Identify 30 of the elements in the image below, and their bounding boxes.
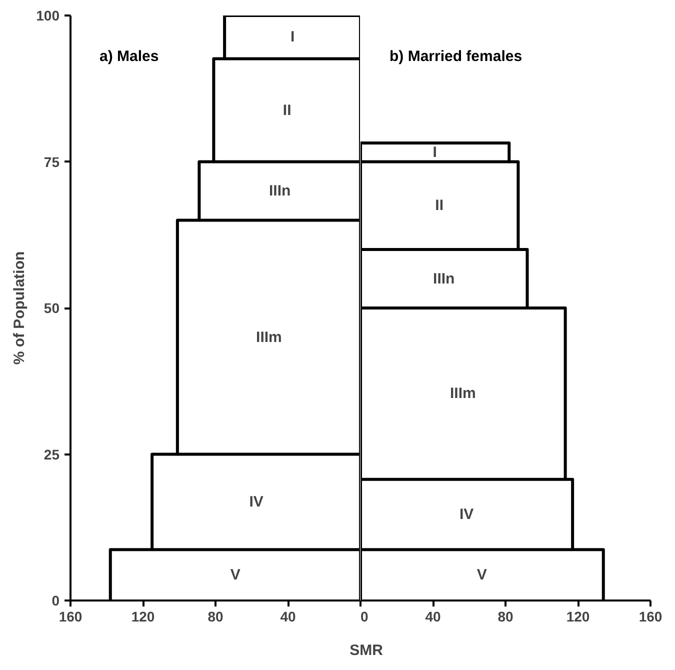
- annotation: V: [230, 566, 240, 584]
- annotation: I: [432, 144, 437, 161]
- annotation: IV: [459, 506, 474, 524]
- annotation: II: [282, 102, 292, 119]
- annotation: IV: [249, 493, 264, 510]
- x-tick-label: 80: [498, 608, 514, 624]
- x-tick-label: 40: [280, 608, 296, 624]
- x-tick-label: 80: [208, 608, 224, 624]
- y-tick-label: 25: [44, 446, 60, 462]
- annotation: I: [290, 28, 295, 46]
- x-tick-label: 40: [425, 608, 441, 624]
- y-tick-label: 75: [44, 154, 60, 170]
- annotation: IIIm: [450, 385, 476, 402]
- y-axis-title: % of Population: [11, 251, 28, 365]
- annotation: IIIm: [256, 328, 282, 346]
- x-tick-label: 160: [638, 608, 662, 624]
- x-tick-label: 120: [131, 608, 155, 624]
- text: a) Males: [100, 48, 159, 65]
- annotation: IIIn: [433, 270, 455, 288]
- annotation: II: [435, 197, 444, 214]
- annotation: IIIn: [269, 182, 291, 200]
- y-tick-label: 0: [52, 592, 60, 608]
- annotation: V: [476, 566, 487, 584]
- text: b) Married females: [390, 48, 522, 65]
- x-axis-title: SMR: [350, 641, 383, 661]
- y-tick-label: 50: [44, 300, 60, 316]
- y-tick-label: 100: [36, 8, 60, 24]
- x-tick-label: 120: [566, 608, 590, 624]
- x-tick-label: 0: [360, 608, 368, 624]
- x-tick-label: 160: [58, 608, 82, 624]
